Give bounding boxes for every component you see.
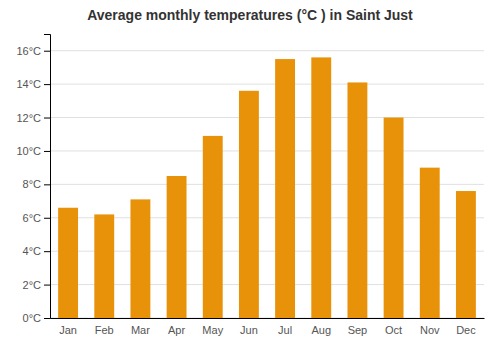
y-tick: 2°C [23,279,50,291]
y-tick-label: 16°C [16,45,41,57]
x-tick: Jul [278,324,292,336]
x-tick-label: Nov [420,324,440,336]
x-tick-label: Aug [311,324,331,336]
y-tick: 16°C [16,45,50,57]
x-tick-label: Apr [168,324,185,336]
marks [58,57,476,318]
x-axis-line [51,318,485,319]
x-tick: May [202,324,223,336]
y-tick-mark [44,118,50,119]
x-tick: Jun [240,324,258,336]
x-tick: Jan [59,324,77,336]
x-tick-label: Feb [95,324,114,336]
y-tick-label: 6°C [23,212,42,224]
y-tick-label: 0°C [23,312,42,324]
y-tick-mark [44,151,50,152]
bar [456,191,476,318]
y-tick-mark [44,251,50,252]
x-tick-label: Jun [240,324,258,336]
y-tick-label: 10°C [16,145,41,157]
y-tick-label: 12°C [16,112,41,124]
bar [347,82,367,318]
grid-line [50,184,484,185]
y-tick-mark [44,285,50,286]
grid-line [50,318,484,319]
y-tick-label: 8°C [23,178,42,190]
bar [420,168,440,318]
x-tick-label: May [202,324,223,336]
title: Average monthly temperatures (°C ) in Sa… [87,7,413,23]
y-tick-mark [44,184,50,185]
x-tick: Sep [348,324,368,336]
grid-line [50,284,484,285]
x-tick: Nov [420,324,440,336]
y-tick: 12°C [16,112,50,124]
x-tick-label: Jan [59,324,77,336]
x-tick: Oct [385,324,402,336]
x-tick: Aug [311,324,331,336]
y-tick: 10°C [16,145,50,157]
y-tick: 0°C [23,312,50,324]
y-tick-mark [44,51,50,52]
y-tick: 6°C [23,212,50,224]
bar [275,59,295,318]
bar [203,136,223,318]
y-tick-mark [44,218,50,219]
y-tick: 8°C [23,178,50,190]
x-axis: Jan Feb Mar Apr May Jun Jul Aug Sep Oct Nov Dec [51,319,485,336]
x-tick-label: Mar [131,324,150,336]
x-tick: Dec [456,324,476,336]
grid-line [50,84,484,85]
x-tick-label: Jul [278,324,292,336]
y-tick-mark [44,318,50,319]
x-tick: Mar [131,324,150,336]
x-tick: Feb [95,324,114,336]
y-tick-label: 2°C [23,279,42,291]
bar [58,208,78,318]
x-tick-label: Sep [348,324,368,336]
y-tick: 4°C [23,245,50,257]
plot: Jan Feb Mar Apr May Jun Jul Aug Sep Oct Nov Dec 0°C 2… [16,35,484,336]
y-axis-line [44,35,51,319]
y-tick-label: 14°C [16,78,41,90]
y-tick-mark [44,84,50,85]
chart: Jan Feb Mar Apr May Jun Jul Aug Sep Oct Nov Dec 0°C 2… [0,0,500,350]
x-tick-label: Oct [385,324,402,336]
bar [311,57,331,318]
bar [130,199,150,318]
bar [384,118,404,318]
grid-line [50,150,484,151]
grid-line [50,217,484,218]
bar [94,214,114,318]
grid-line [50,50,484,51]
y-tick: 14°C [16,78,50,90]
x-tick: Apr [168,324,185,336]
grid-line [50,117,484,118]
y-tick-label: 4°C [23,245,42,257]
bar [167,176,187,318]
grid-line [50,251,484,252]
y-axis: 0°C 2°C 4°C 6°C 8°C 10°C 12°C 14°C 16°C [16,35,50,325]
bar [239,91,259,318]
x-tick-label: Dec [456,324,476,336]
grid [50,51,484,318]
